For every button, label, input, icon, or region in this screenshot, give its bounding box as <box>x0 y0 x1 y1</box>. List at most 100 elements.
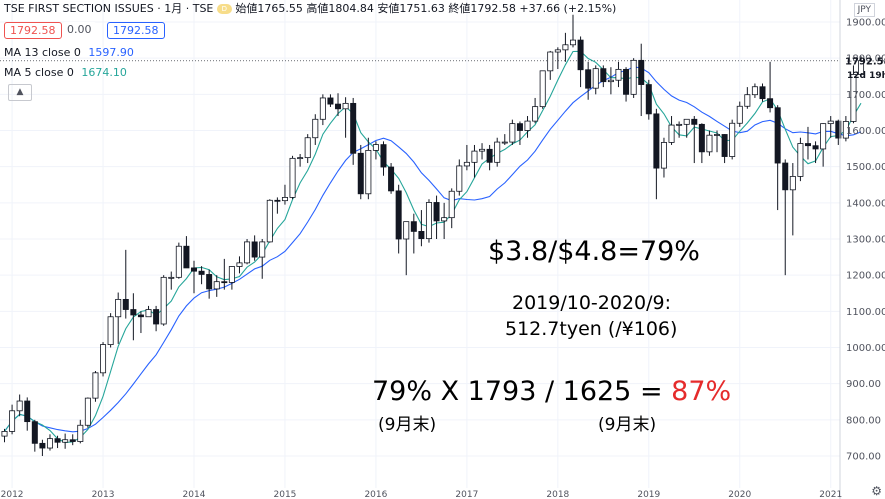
candle-body <box>615 68 622 81</box>
candle <box>554 47 561 70</box>
y-tick-label: 1900.00 <box>846 18 885 29</box>
candle <box>683 118 690 138</box>
candle-body <box>304 137 311 159</box>
candle <box>281 184 288 205</box>
candle-body <box>539 70 546 108</box>
candle <box>297 154 304 167</box>
candle <box>494 137 501 167</box>
time-axis[interactable]: 2012 2013 2014 2015 2016 2017 2018 2019 2020 2021 <box>1 490 843 499</box>
symbol-name[interactable]: TSE FIRST SECTION ISSUES <box>4 2 154 15</box>
candle-body <box>592 68 599 89</box>
spread-value: 0.00 <box>62 22 97 37</box>
candle-body <box>721 134 728 157</box>
candle <box>335 93 342 117</box>
candle-body <box>812 145 819 150</box>
candle-body <box>153 309 160 325</box>
last-price-label: 1792.58 <box>845 56 885 67</box>
ma5-legend[interactable]: MA 5 close 0 1674.10 <box>4 66 127 79</box>
candle-body <box>448 190 455 219</box>
bid-price-box[interactable]: 1792.58 <box>4 22 62 39</box>
candle <box>319 94 326 126</box>
candle-body <box>524 120 531 131</box>
candle-body <box>456 165 463 192</box>
candle-body <box>630 59 637 95</box>
candle <box>259 239 266 279</box>
close-value: 1792.58 <box>470 2 516 15</box>
gear-icon[interactable]: ⚙ <box>871 484 882 498</box>
currency-label[interactable]: JPY <box>853 3 875 17</box>
interval-label[interactable]: 1月 <box>164 2 183 15</box>
formula-text: 79% X 1793 / 1625 = <box>372 376 672 407</box>
candle <box>797 137 804 182</box>
candle <box>168 271 175 290</box>
candle <box>183 236 190 269</box>
candle <box>100 342 107 377</box>
y-tick-label: 800.00 <box>846 415 881 426</box>
candle <box>221 258 228 290</box>
candle <box>570 14 577 48</box>
candle <box>289 155 296 200</box>
ma5-label: MA 5 close 0 <box>4 66 74 79</box>
candle-body <box>350 102 357 154</box>
x-tick-label: 2013 <box>92 490 115 499</box>
y-tick-label: 1000.00 <box>846 343 885 354</box>
ma13-legend[interactable]: MA 13 close 0 1597.90 <box>4 46 134 59</box>
candle-body <box>312 118 319 139</box>
candle <box>160 275 167 326</box>
candle <box>244 239 251 265</box>
candle <box>175 242 182 279</box>
candle-body <box>425 202 432 240</box>
candle <box>274 197 281 214</box>
candle <box>463 144 470 171</box>
candle <box>198 266 205 285</box>
candle <box>721 134 728 164</box>
high-value: 1804.84 <box>328 2 374 15</box>
formula-annotation: 79% X 1793 / 1625 = 87% <box>372 376 731 407</box>
candle-body <box>115 298 122 318</box>
candle <box>698 123 705 164</box>
candle-body <box>660 142 667 169</box>
candle <box>342 97 349 138</box>
candle <box>456 159 463 196</box>
candle <box>365 137 372 200</box>
candle <box>668 116 675 145</box>
candle-body <box>479 148 486 152</box>
candle <box>736 101 743 127</box>
candle-body <box>31 421 38 444</box>
separator: · <box>185 2 190 15</box>
delayed-badge-icon[interactable]: D <box>216 4 232 14</box>
candle <box>403 221 410 276</box>
open-value: 1765.55 <box>257 2 303 15</box>
candle <box>137 311 144 334</box>
candle-body <box>418 231 425 240</box>
candle <box>607 67 614 95</box>
candle-body <box>600 68 607 83</box>
price-axis[interactable]: 1900.00 1800.00 1700.00 1600.00 1500.00 1400.… <box>845 18 885 463</box>
candle-body <box>842 121 849 139</box>
candle <box>16 394 23 417</box>
ask-price-box[interactable]: 1792.58 <box>107 22 165 39</box>
candle <box>388 163 395 194</box>
candle <box>31 419 38 452</box>
x-tick-label: 2016 <box>364 490 387 499</box>
candle-body <box>653 113 660 169</box>
ratio-annotation: $3.8/$4.8=79% <box>488 236 700 267</box>
candle-body <box>516 123 523 131</box>
candle <box>190 260 197 294</box>
candle <box>585 61 592 100</box>
candle-body <box>471 150 478 163</box>
x-tick-label: 2021 <box>819 490 842 499</box>
candle-body <box>547 51 554 72</box>
candle <box>782 159 789 276</box>
candle-body <box>410 221 417 232</box>
candle-body <box>395 190 402 240</box>
candle-body <box>281 197 288 202</box>
candle-body <box>213 281 220 290</box>
candle <box>835 119 842 145</box>
chevron-up-icon[interactable]: ▲ <box>8 84 32 101</box>
candle <box>532 97 539 124</box>
y-tick-label: 1400.00 <box>846 198 885 209</box>
y-tick-label: 1300.00 <box>846 235 885 246</box>
ma13-value: 1597.90 <box>88 46 134 59</box>
